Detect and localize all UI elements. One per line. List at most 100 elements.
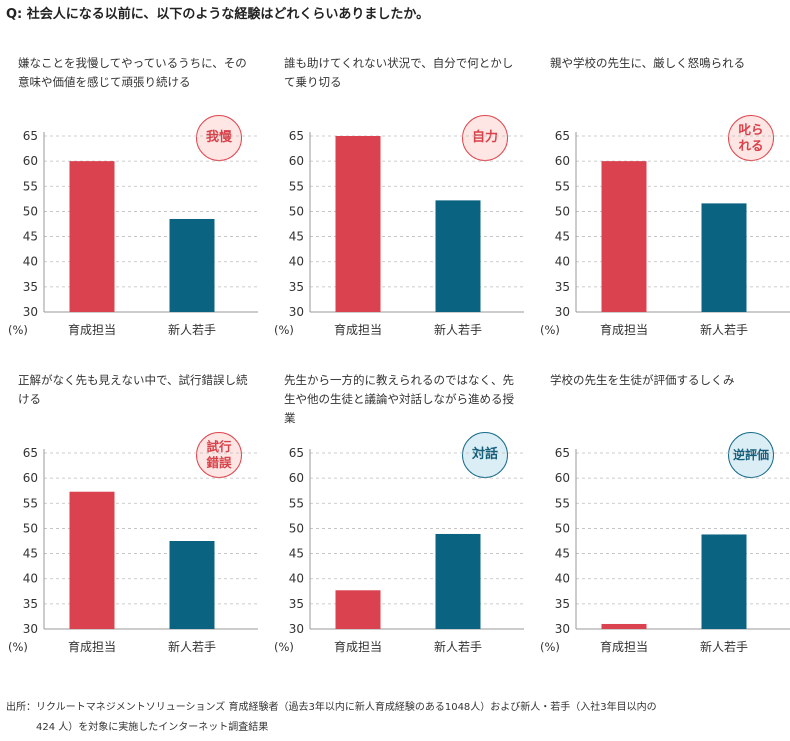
y-tick-label: 35 [555, 597, 570, 611]
y-tick-label: 60 [289, 471, 304, 485]
x-category-label: 育成担当 [68, 639, 116, 654]
chart-panel-taiwa: 先生から一方的に教えられるのではなく、先生や他の生徒と議論や対話しながら進める授… [266, 371, 528, 691]
y-tick-label: 30 [289, 622, 304, 636]
y-tick-label: 50 [289, 521, 304, 535]
y-tick-label: 60 [289, 154, 304, 168]
y-tick-label: 45 [23, 547, 38, 561]
x-category-label: 新人若手 [434, 639, 482, 654]
bar-newcomer [435, 533, 481, 629]
y-tick-label: 65 [289, 446, 304, 460]
chart-panel-jiriki: 誰も助けてくれない状況で、自分で何とかして乗り切る 自力 30 35 40 45 50 5… [266, 54, 528, 374]
y-tick-label: 55 [289, 179, 304, 193]
x-category-label: 新人若手 [700, 322, 748, 337]
y-tick-label: 50 [555, 521, 570, 535]
y-tick-label: 65 [23, 446, 38, 460]
y-unit-label: (%) [274, 323, 294, 337]
bar-newcomer [169, 541, 215, 629]
y-tick-label: 45 [23, 230, 38, 244]
bar-chart-shikarareru: 30 35 40 45 50 55 60 65 育成担当 新人若手 (%) [540, 129, 790, 337]
y-tick-label: 40 [23, 255, 38, 269]
bar-newcomer [701, 203, 747, 312]
y-tick-label: 50 [289, 204, 304, 218]
y-tick-label: 35 [23, 280, 38, 294]
y-tick-label: 55 [23, 179, 38, 193]
badge-gyakuhyoka: 逆評価 [728, 432, 774, 478]
panel-caption: 学校の先生を生徒が評価するしくみ [550, 373, 735, 387]
x-category-label: 新人若手 [700, 639, 748, 654]
source-note: 出所：リクルートマネジメントソリューションズ 育成経験者（過去3年以内に新人育成… [6, 698, 657, 738]
chart-panel-shikarareru: 親や学校の先生に、厳しく怒鳴られる 叱られる 30 35 40 45 50 55 60 65 育… [532, 54, 790, 374]
y-tick-label: 40 [555, 255, 570, 269]
y-tick-label: 45 [555, 230, 570, 244]
y-tick-label: 55 [555, 496, 570, 510]
y-tick-label: 40 [289, 255, 304, 269]
y-tick-label: 40 [23, 572, 38, 586]
x-category-label: 育成担当 [68, 322, 116, 337]
bar-trainer [601, 623, 647, 629]
y-tick-label: 50 [23, 204, 38, 218]
badge-shikarareru: 叱られる [728, 115, 774, 161]
y-tick-label: 50 [23, 521, 38, 535]
y-unit-label: (%) [540, 640, 560, 654]
y-tick-label: 65 [289, 129, 304, 143]
badge-gaman: 我慢 [196, 115, 242, 161]
bar-trainer [69, 161, 115, 312]
x-category-label: 育成担当 [334, 322, 382, 337]
x-category-label: 新人若手 [168, 639, 216, 654]
badge-label: 試行錯誤 [206, 439, 232, 470]
y-tick-label: 30 [289, 305, 304, 319]
bar-chart-shikosakugo: 30 35 40 45 50 55 60 65 育成担当 新人若手 (%) [8, 446, 258, 654]
y-tick-label: 55 [23, 496, 38, 510]
badge-label: 叱られる [738, 122, 764, 153]
y-unit-label: (%) [8, 323, 28, 337]
panel-caption: 親や学校の先生に、厳しく怒鳴られる [550, 56, 746, 70]
y-tick-label: 45 [555, 547, 570, 561]
y-tick-label: 60 [555, 471, 570, 485]
panel-caption: 嫌なことを我慢してやっているうちに、その意味や価値を感じて頑張り続ける [18, 56, 247, 89]
y-tick-label: 55 [555, 179, 570, 193]
y-unit-label: (%) [274, 640, 294, 654]
y-tick-label: 50 [555, 204, 570, 218]
bar-newcomer [701, 534, 747, 629]
y-tick-label: 40 [555, 572, 570, 586]
y-tick-label: 30 [555, 305, 570, 319]
y-tick-label: 60 [23, 154, 38, 168]
bar-trainer [335, 590, 381, 629]
badge-taiwa: 対話 [462, 432, 508, 478]
bar-chart-taiwa: 30 35 40 45 50 55 60 65 育成担当 新人若手 (%) [274, 446, 524, 654]
panel-caption: 先生から一方的に教えられるのではなく、先生や他の生徒と議論や対話しながら進める授… [284, 373, 514, 425]
bar-chart-gaman: 30 35 40 45 50 55 60 65 育成担当 新人若手 (%) [8, 129, 258, 337]
y-tick-label: 55 [289, 496, 304, 510]
bar-trainer [601, 161, 647, 312]
bar-chart-jiriki: 30 35 40 45 50 55 60 65 育成担当 新人若手 (%) [274, 129, 524, 337]
question-title: Q: 社会人になる以前に、以下のような経験はどれくらいありましたか。 [6, 7, 430, 22]
chart-panel-gaman: 嫌なことを我慢してやっているうちに、その意味や価値を感じて頑張り続ける 我慢 3… [0, 54, 262, 374]
y-tick-label: 60 [23, 471, 38, 485]
panel-caption: 正解がなく先も見えない中で、試行錯誤し続ける [18, 373, 248, 406]
y-tick-label: 35 [289, 597, 304, 611]
panel-caption: 誰も助けてくれない状況で、自分で何とかして乗り切る [284, 56, 514, 89]
x-category-label: 育成担当 [334, 639, 382, 654]
source-line-2: 424 人）を対象に実施したインターネット調査結果 [36, 722, 269, 733]
y-tick-label: 35 [289, 280, 304, 294]
badge-shikosakugo: 試行錯誤 [196, 432, 242, 478]
y-tick-label: 35 [555, 280, 570, 294]
chart-panel-shikosakugo: 正解がなく先も見えない中で、試行錯誤し続ける 試行錯誤 30 35 40 45 50 55… [0, 371, 262, 691]
y-tick-label: 65 [23, 129, 38, 143]
y-tick-label: 30 [23, 622, 38, 636]
y-tick-label: 30 [555, 622, 570, 636]
y-tick-label: 65 [555, 446, 570, 460]
y-tick-label: 30 [23, 305, 38, 319]
x-category-label: 育成担当 [600, 322, 648, 337]
y-unit-label: (%) [8, 640, 28, 654]
y-tick-label: 60 [555, 154, 570, 168]
y-tick-label: 40 [289, 572, 304, 586]
y-tick-label: 45 [289, 547, 304, 561]
y-tick-label: 45 [289, 230, 304, 244]
x-category-label: 新人若手 [168, 322, 216, 337]
y-tick-label: 65 [555, 129, 570, 143]
y-unit-label: (%) [540, 323, 560, 337]
x-category-label: 新人若手 [434, 322, 482, 337]
bar-chart-gyakuhyoka: 30 35 40 45 50 55 60 65 育成担当 新人若手 (%) [540, 446, 790, 654]
x-category-label: 育成担当 [600, 639, 648, 654]
